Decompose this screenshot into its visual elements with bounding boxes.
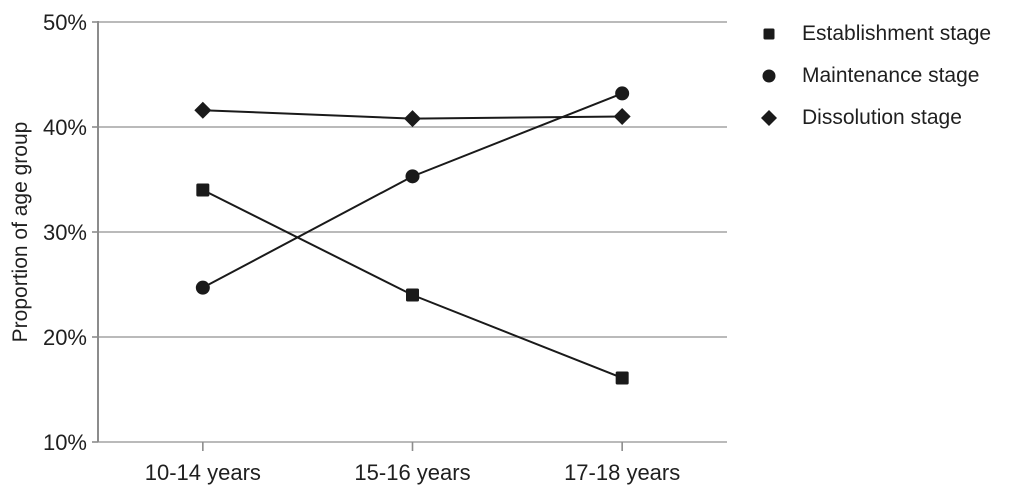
data-point-maintenance-stage-15-16-years [405,169,420,184]
y-axis-title: Proportion of age group [9,122,32,343]
legend-item-dissolution-stage: Dissolution stage [752,97,991,139]
data-point-maintenance-stage-10-14-years [195,280,210,295]
data-point-establishment-stage-15-16-years [406,288,419,302]
legend-item-establishment-stage: Establishment stage [752,13,991,55]
legend-item-maintenance-stage: Maintenance stage [752,55,991,97]
diamond-marker-icon [752,108,802,128]
y-tick-label-20: 20% [43,325,87,350]
legend-label: Dissolution stage [802,106,962,129]
y-tick-label-10: 10% [43,430,87,455]
y-tick-label-50: 50% [43,10,87,35]
chart-legend: Establishment stage Maintenance stage Di… [752,13,991,139]
circle-marker-icon [752,66,802,86]
data-point-establishment-stage-10-14-years [196,183,210,197]
data-point-dissolution-stage-10-14-years [194,101,212,119]
x-tick-label-17-18-years: 17-18 years [564,460,680,485]
data-point-dissolution-stage-17-18-years [613,108,631,125]
data-point-establishment-stage-17-18-years [615,371,629,385]
x-tick-label-15-16-years: 15-16 years [354,460,470,485]
square-marker-icon [752,24,802,44]
data-point-maintenance-stage-17-18-years [615,86,630,101]
x-tick-label-10-14-years: 10-14 years [145,460,261,485]
data-point-dissolution-stage-15-16-years [404,110,421,128]
y-tick-label-30: 30% [43,220,87,245]
y-tick-label-40: 40% [43,115,87,140]
series-line-establishment-stage [202,189,623,379]
legend-label: Maintenance stage [802,64,980,87]
legend-label: Establishment stage [802,22,992,45]
